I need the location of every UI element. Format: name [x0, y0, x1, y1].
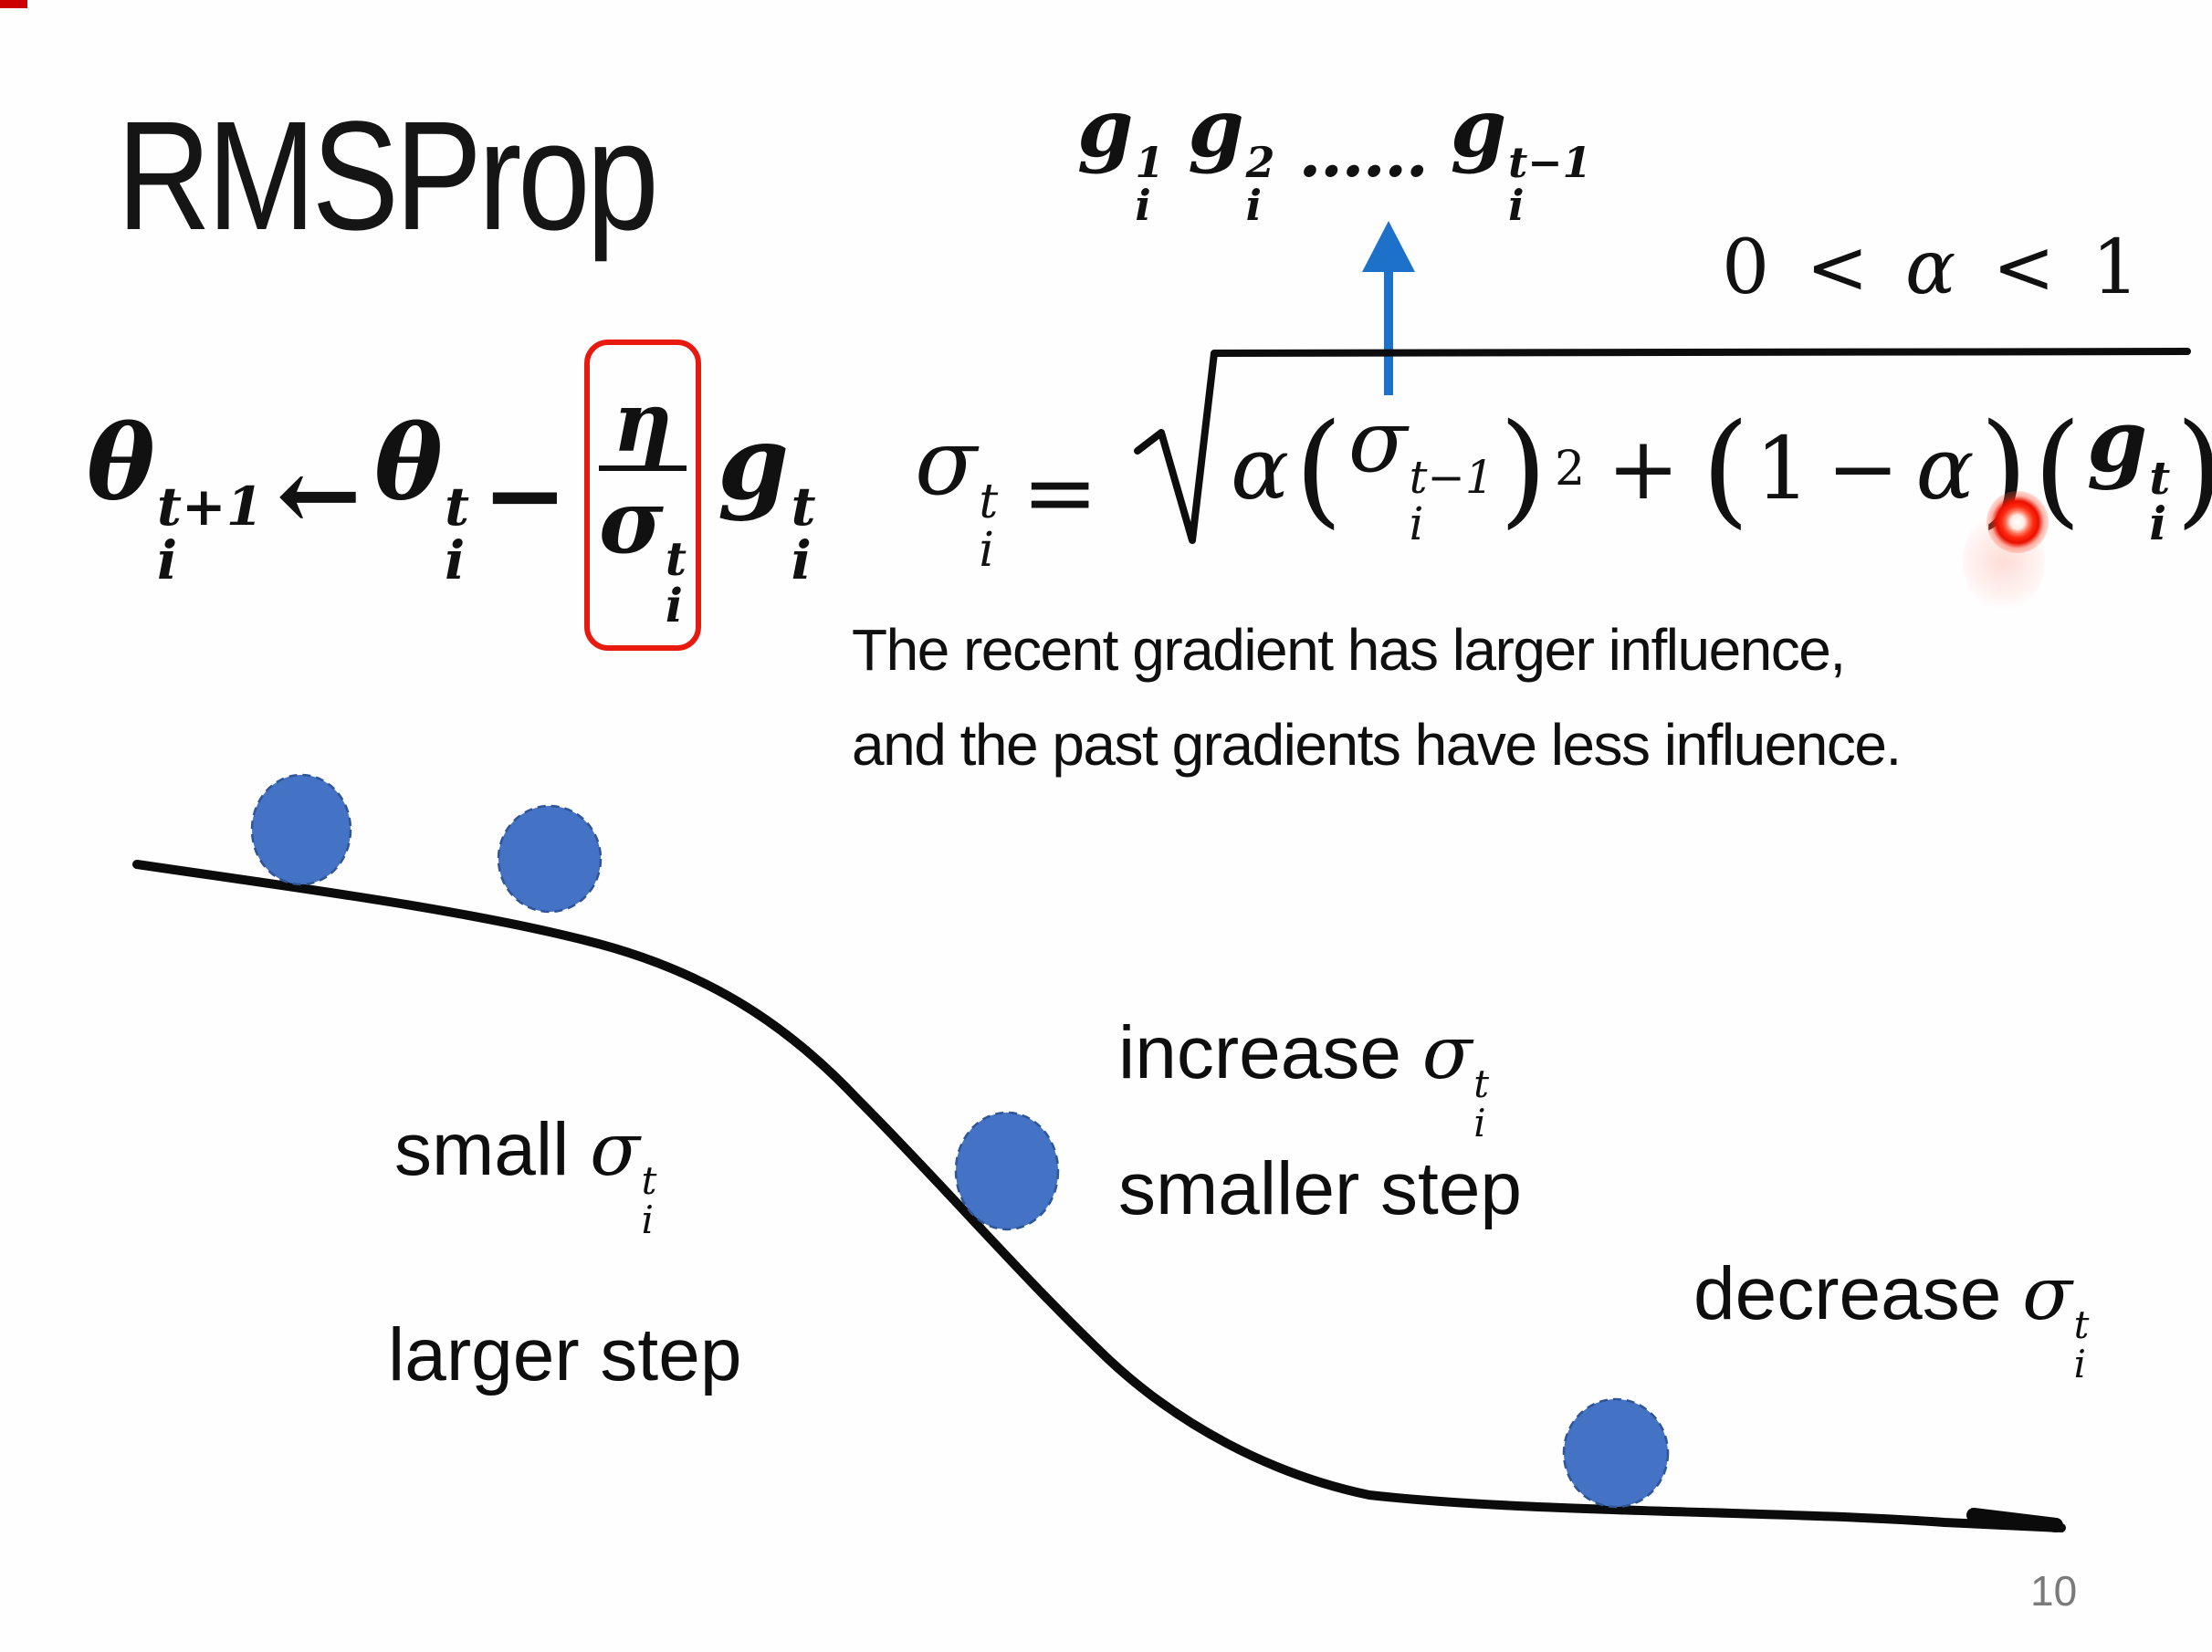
alpha-coef: α — [1231, 418, 1290, 519]
influence-note: The recent gradient has larger influence… — [852, 602, 1902, 792]
minus-sign: − — [1826, 418, 1900, 519]
plus-sign: + — [1607, 418, 1680, 519]
page-number: 10 — [2030, 1567, 2078, 1615]
one-literal: 1 — [1755, 418, 1810, 519]
influence-note-line1: The recent gradient has larger influence… — [852, 617, 1846, 683]
corner-red-artifact — [0, 0, 27, 8]
assign-arrow: ← — [276, 435, 362, 556]
eta-symbol: η — [613, 375, 673, 471]
theta-next: θ t+1 i — [87, 403, 264, 592]
ellipsis-dots: …… — [1298, 114, 1428, 193]
squared-exponent: 2 — [1554, 441, 1586, 497]
label-smaller-step: smaller step — [1118, 1147, 1523, 1230]
sigma-prev: σ t−1 i — [1347, 391, 1494, 550]
label-larger-step: larger step — [388, 1313, 742, 1396]
alpha-constraint: 0 < α < 1 — [1722, 225, 2146, 311]
page-title: RMSProp — [117, 89, 659, 263]
gt1-term: g t−1 i — [1450, 80, 1592, 230]
minus-sign: − — [482, 435, 568, 556]
equals-sign: = — [1022, 438, 1099, 546]
laser-pointer-icon — [1987, 491, 2049, 553]
fraction-bar — [598, 465, 687, 472]
alpha-symbol: α — [1915, 418, 1975, 519]
influence-note-line2: and the past gradients have less influen… — [852, 712, 1902, 778]
sigma-formula-radicand: α(σt−1i)2 + (1−α)(gti)2 — [1231, 391, 2212, 551]
